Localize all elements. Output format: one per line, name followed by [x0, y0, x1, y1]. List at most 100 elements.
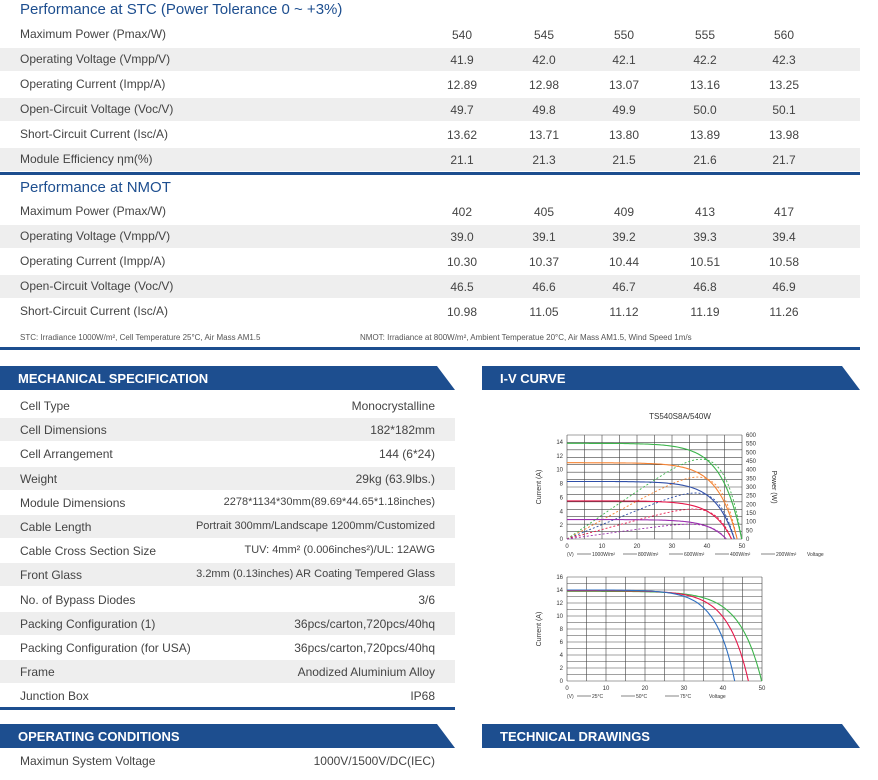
- header-banner-shape: [482, 366, 860, 390]
- x-tick-label: 0: [565, 686, 569, 692]
- x-tick-label: 30: [681, 686, 688, 692]
- table-row: Operating Current (Impp/A) 12.89 12.98 13.0…: [0, 73, 860, 96]
- x-axis-label: Voltage: [807, 552, 824, 558]
- legend-label: 400W/m²: [730, 552, 751, 558]
- legend-label: 1000W/m²: [592, 552, 615, 558]
- row-label: Open-Circuit Voltage (Voc/V): [20, 102, 174, 116]
- header-banner-shape: [482, 724, 860, 748]
- x-tick-label: 50: [759, 686, 766, 692]
- y-tick-label: 16: [556, 575, 563, 581]
- spec-label: Cell Type: [20, 399, 70, 413]
- y-tick-label: 14: [556, 588, 563, 594]
- row-label: Operating Voltage (Vmpp/V): [20, 229, 171, 243]
- row-value: 42.1: [612, 53, 636, 67]
- row-value: 21.1: [450, 153, 474, 167]
- row-value: 13.80: [608, 128, 640, 142]
- row-value: 10.58: [768, 255, 800, 269]
- operating-header: OPERATING CONDITIONS: [0, 724, 455, 748]
- row-value: 21.3: [532, 153, 556, 167]
- x-tick-label: 40: [704, 544, 711, 550]
- row-value: 10.30: [446, 255, 478, 269]
- spec-value: 144 (6*24): [378, 447, 435, 462]
- row-value: 545: [533, 28, 555, 42]
- row-value: 49.7: [450, 103, 474, 117]
- y2-tick-label: 250: [746, 494, 757, 500]
- x-unit-label: (V): [567, 694, 574, 700]
- row-value: 13.25: [768, 78, 800, 92]
- iv-title: I-V CURVE: [500, 371, 566, 386]
- legend-label: 200W/m²: [776, 552, 797, 558]
- y2-tick-label: 50: [746, 528, 753, 534]
- y-tick-label: 12: [556, 454, 563, 460]
- spec-value: TUV: 4mm² (0.006inches²)/UL: 12AWG: [244, 544, 435, 557]
- table-row: Operating Voltage (Vmpp/V) 39.0 39.1 39.2 39…: [0, 225, 860, 248]
- stc-divider: [0, 172, 860, 175]
- spec-row: Cell Dimensions 182*182mm: [0, 418, 455, 442]
- table-row: Short-Circuit Current (Isc/A) 10.98 11.05 1…: [0, 300, 860, 323]
- legend-label: 50°C: [636, 694, 648, 700]
- row-value: 11.05: [529, 305, 559, 319]
- spec-value: Portrait 300mm/Landscape 1200mm/Customiz…: [195, 520, 435, 532]
- spec-row: Packing Configuration (1) 36pcs/carton,72…: [0, 611, 455, 635]
- row-value: 550: [613, 28, 635, 42]
- y2-tick-label: 450: [746, 459, 757, 465]
- legend-label: 25°C: [592, 694, 604, 700]
- table-row: Module Efficiency ηm(%) 21.1 21.3 21.5 21.6 2…: [0, 148, 860, 171]
- y2-tick-label: 600: [746, 433, 757, 439]
- x-tick-label: 20: [634, 544, 641, 550]
- y2-tick-label: 100: [746, 520, 757, 526]
- table-row: Maximum Power (Pmax/W) 540 545 550 555 560: [0, 23, 860, 46]
- spec-value: IP68: [410, 689, 435, 704]
- row-value: 13.89: [689, 128, 721, 142]
- row-label: Maximum Power (Pmax/W): [20, 204, 167, 218]
- row-value: 413: [694, 205, 716, 219]
- spec-row: No. of Bypass Diodes 3/6: [0, 588, 455, 611]
- row-value: 42.0: [532, 53, 556, 67]
- row-value: 46.8: [693, 280, 717, 294]
- stc-title: Performance at STC (Power Tolerance 0 ~ …: [20, 1, 343, 18]
- row-value: 12.89: [446, 78, 478, 92]
- y-axis-label: Current (A): [536, 470, 543, 505]
- spec-label: Packing Configuration (1): [20, 616, 156, 631]
- spec-row: Front Glass 3.2mm (0.13inches) AR Coating…: [0, 563, 455, 587]
- row-value: 10.37: [528, 255, 560, 269]
- iv-header: I-V CURVE: [482, 366, 860, 390]
- spec-row: Maximun System Voltage 1000V/1500V/DC(IEC…: [0, 749, 455, 772]
- spec-row: Cable Cross Section Size TUV: 4mm² (0.006…: [0, 539, 455, 562]
- table-row: Open-Circuit Voltage (Voc/V) 46.5 46.6 46.7…: [0, 275, 860, 298]
- y2-tick-label: 550: [746, 442, 757, 448]
- table-row: Operating Current (Impp/A) 10.30 10.37 10.4…: [0, 250, 860, 273]
- spec-label: Cell Arrangement: [20, 447, 113, 462]
- mechanical-title: MECHANICAL SPECIFICATION: [18, 371, 209, 386]
- y-tick-label: 8: [560, 482, 564, 488]
- row-label: Short-Circuit Current (Isc/A): [20, 304, 169, 318]
- row-value: 11.26: [769, 305, 799, 319]
- y2-tick-label: 300: [746, 485, 757, 491]
- y-tick-label: 10: [556, 614, 563, 620]
- iv-series-line: [567, 500, 732, 540]
- spec-row: Cell Type Monocrystalline: [0, 394, 455, 417]
- power-series-line: [566, 508, 732, 540]
- iv-series-line: [567, 462, 738, 540]
- x-tick-label: 20: [642, 686, 649, 692]
- iv-series-line: [567, 589, 736, 682]
- y2-tick-label: 150: [746, 511, 757, 517]
- iv-series-line: [567, 480, 735, 540]
- spec-label: Junction Box: [20, 689, 89, 704]
- tech-title: TECHNICAL DRAWINGS: [500, 729, 650, 744]
- iv-series-line: [567, 442, 743, 540]
- row-value: 409: [613, 205, 635, 219]
- row-value: 49.8: [532, 103, 556, 117]
- y-tick-label: 12: [556, 601, 563, 607]
- row-value: 10.98: [446, 305, 478, 319]
- row-value: 46.6: [532, 280, 556, 294]
- row-label: Short-Circuit Current (Isc/A): [20, 127, 169, 141]
- y2-tick-label: 500: [746, 450, 757, 456]
- row-value: 39.3: [693, 230, 717, 244]
- spec-value: 36pcs/carton,720pcs/40hq: [294, 641, 435, 655]
- row-value: 11.12: [609, 305, 639, 319]
- spec-row: Frame Anodized Aluminium Alloy: [0, 660, 455, 684]
- x-tick-label: 50: [739, 544, 746, 550]
- spec-row: Cable Length Portrait 300mm/Landscape 120…: [0, 515, 455, 538]
